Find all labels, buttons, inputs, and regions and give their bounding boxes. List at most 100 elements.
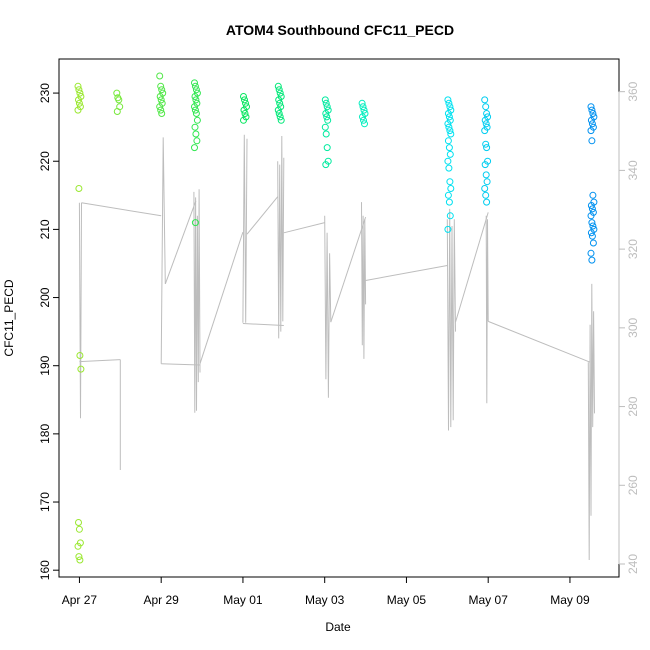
- y-right-tick-label: 360: [626, 81, 640, 101]
- gray-trace-2: [79, 359, 121, 363]
- data-point: [481, 116, 489, 124]
- data-point: [481, 127, 489, 135]
- data-point: [75, 553, 83, 561]
- plot-frame: [58, 58, 620, 578]
- data-point: [240, 106, 248, 114]
- data-point: [75, 519, 82, 526]
- data-point: [482, 171, 490, 179]
- y-tick-label: 230: [38, 83, 52, 103]
- y-right-tick-label: 340: [626, 160, 640, 180]
- data-point: [274, 82, 282, 90]
- data-point: [588, 256, 596, 264]
- data-point: [589, 191, 597, 199]
- y-right-tick-label: 240: [626, 554, 640, 574]
- data-point: [444, 157, 452, 165]
- data-point: [482, 103, 490, 111]
- gray-trace-14: [324, 215, 332, 398]
- data-point: [445, 164, 453, 172]
- data-point: [158, 86, 166, 94]
- data-point: [74, 106, 82, 114]
- data-point: [482, 120, 490, 128]
- data-point: [75, 525, 83, 533]
- y-right-tick-label: 260: [626, 475, 640, 495]
- gray-trace-10: [246, 196, 279, 235]
- data-point: [192, 130, 200, 138]
- data-point: [74, 82, 82, 90]
- gray-trace-11: [242, 323, 284, 326]
- y-axis-label: CFC11_PECD: [2, 279, 16, 356]
- x-axis-label: Date: [325, 620, 351, 634]
- y-tick-label: 200: [38, 287, 52, 307]
- data-point: [481, 185, 489, 192]
- data-point: [587, 212, 595, 220]
- data-point: [587, 116, 595, 124]
- data-point: [76, 352, 84, 359]
- data-point: [359, 113, 366, 121]
- y-tick-label: 160: [38, 560, 52, 580]
- data-point: [587, 103, 595, 111]
- data-point: [274, 106, 282, 114]
- data-point: [241, 110, 249, 117]
- data-point: [193, 116, 201, 124]
- data-point: [156, 93, 164, 100]
- data-point: [445, 113, 453, 121]
- data-point: [323, 144, 331, 152]
- data-point: [76, 556, 84, 564]
- data-point: [589, 222, 597, 230]
- data-point: [323, 113, 331, 121]
- data-point: [193, 137, 201, 145]
- data-point: [322, 110, 330, 117]
- data-point: [192, 110, 200, 117]
- data-point: [324, 116, 332, 124]
- data-point: [321, 96, 329, 104]
- data-point: [322, 130, 330, 138]
- data-point: [446, 178, 454, 186]
- data-point: [276, 113, 284, 121]
- data-point: [445, 198, 453, 206]
- data-point: [359, 103, 367, 111]
- data-point: [589, 110, 597, 117]
- data-point: [587, 249, 595, 257]
- data-point: [482, 191, 490, 199]
- data-point: [240, 93, 247, 100]
- x-tick-label: Apr 29: [144, 593, 180, 607]
- gray-trace-layer: [78, 134, 595, 561]
- data-point: [446, 103, 454, 111]
- data-point: [321, 123, 329, 131]
- data-point: [588, 232, 596, 240]
- data-point: [481, 161, 489, 169]
- data-point: [191, 93, 199, 100]
- y-tick-label: 180: [38, 424, 52, 444]
- data-point: [156, 103, 164, 111]
- data-point: [589, 239, 597, 247]
- data-point: [157, 82, 165, 90]
- data-point: [587, 127, 595, 135]
- data-point: [276, 99, 284, 107]
- gray-trace-22: [587, 283, 595, 561]
- gray-trace-13: [283, 222, 325, 234]
- scatter-points: [74, 72, 598, 564]
- x-tick-label: May 01: [223, 593, 263, 607]
- data-point: [447, 185, 455, 192]
- data-point: [446, 116, 454, 124]
- data-point: [447, 130, 455, 138]
- data-point: [191, 106, 199, 114]
- data-point: [483, 144, 491, 152]
- data-point: [242, 99, 249, 107]
- data-point: [158, 110, 166, 117]
- data-point: [75, 86, 83, 94]
- data-point: [588, 205, 596, 213]
- gray-trace-1: [81, 202, 162, 217]
- data-point: [588, 120, 596, 128]
- data-point: [157, 96, 165, 104]
- data-point: [75, 185, 83, 192]
- data-point: [75, 99, 83, 107]
- gray-trace-0: [78, 202, 82, 419]
- y-axis-left: 160 170 180 190 200 210 220 230: [38, 83, 60, 580]
- gray-trace-21: [488, 320, 591, 363]
- y-tick-label: 190: [38, 355, 52, 375]
- x-tick-label: May 03: [305, 593, 345, 607]
- chart-title: ATOM4 Southbound CFC11_PECD: [226, 22, 454, 38]
- data-point: [587, 229, 595, 237]
